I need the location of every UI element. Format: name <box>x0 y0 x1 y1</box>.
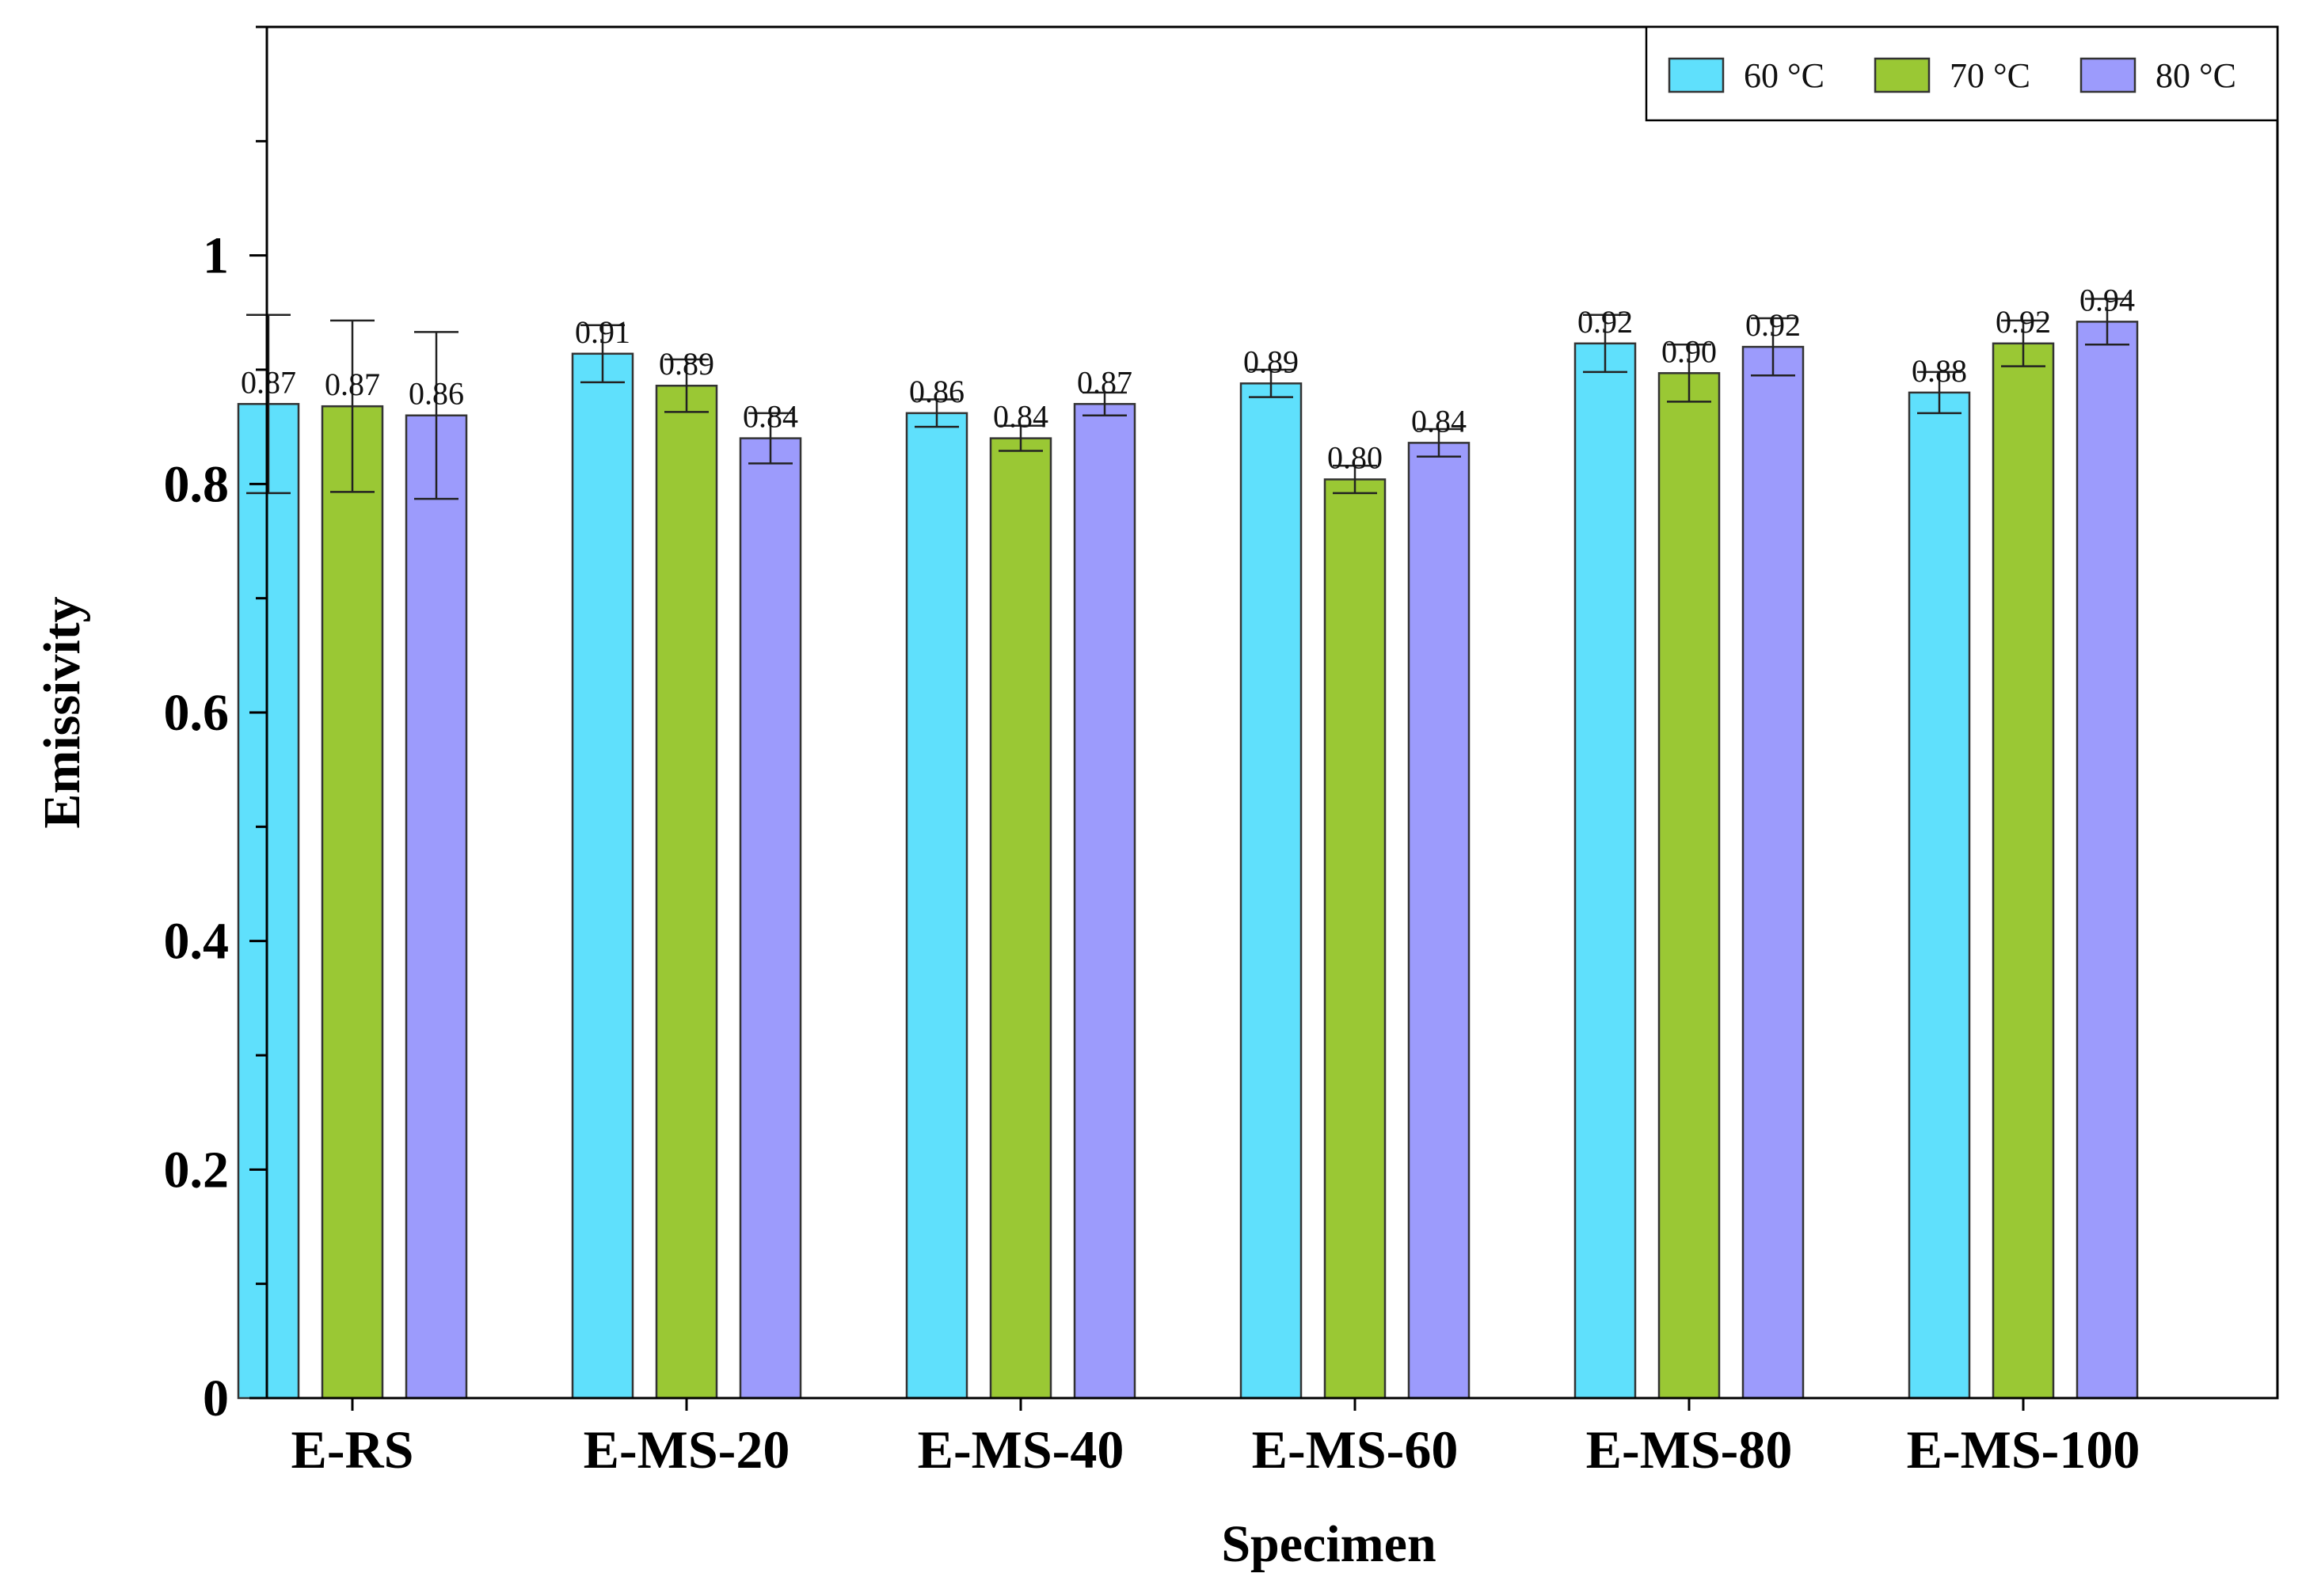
x-axis-title: Specimen <box>1221 1515 1436 1573</box>
legend-swatch <box>1668 57 1725 93</box>
error-bar-e-ms-80-series-1 <box>1583 314 1627 374</box>
data-label-e-rs-series-1: 0.87 <box>241 364 296 400</box>
bar-e-ms-60-series-2 <box>1323 478 1387 1400</box>
legend-swatch <box>2079 57 2136 93</box>
legend: 60 °C 70 °C 80 °C <box>1645 25 2279 122</box>
legend-label: 70 °C <box>1950 56 2030 95</box>
legend-entry-series-1: 60 °C <box>1668 56 1824 95</box>
bar-e-ms-20-series-2 <box>655 384 718 1400</box>
error-bar-e-ms-60-series-1 <box>1249 368 1293 398</box>
bars-layer <box>237 321 2139 1400</box>
y-axis-title: Emissivity <box>33 596 91 828</box>
data-label-e-ms-80-series-1: 0.92 <box>1577 304 1633 340</box>
data-label-e-ms-20-series-3: 0.84 <box>743 399 798 435</box>
data-label-e-ms-100-series-1: 0.88 <box>1912 353 1967 389</box>
legend-entry-series-2: 70 °C <box>1874 56 2030 95</box>
y-tick-label: 0 <box>203 1370 229 1427</box>
bar-e-ms-40-series-3 <box>1073 403 1136 1400</box>
bar-e-ms-100-series-2 <box>1992 342 2055 1400</box>
x-tick-label-e-rs: E-RS <box>291 1419 414 1480</box>
error-bar-e-ms-20-series-3 <box>748 412 793 465</box>
bar-e-ms-80-series-3 <box>1741 345 1805 1400</box>
bar-e-rs-series-3 <box>405 414 468 1400</box>
data-label-e-ms-60-series-1: 0.89 <box>1243 344 1299 379</box>
error-bar-e-ms-80-series-2 <box>1667 343 1711 403</box>
legend-box <box>1645 25 2279 122</box>
error-bars-layer <box>246 298 2129 500</box>
data-labels-layer: 0.87 0.87 0.86 0.91 0.89 0.84 0.86 0.84 0.87 0.89… <box>241 282 2135 475</box>
error-bar-e-ms-40-series-3 <box>1083 391 1127 416</box>
bar-e-ms-100-series-1 <box>1908 391 1971 1400</box>
bar-e-ms-80-series-2 <box>1657 372 1721 1400</box>
data-label-e-ms-40-series-2: 0.84 <box>993 399 1048 435</box>
data-label-e-ms-60-series-2: 0.80 <box>1327 440 1383 476</box>
y-tick-label: 0.4 <box>164 913 230 971</box>
x-tick-label-e-ms-100: E-MS-100 <box>1907 1419 2140 1480</box>
error-bar-e-ms-100-series-2 <box>2001 319 2045 367</box>
error-bar-e-ms-100-series-1 <box>1917 370 1961 415</box>
data-label-e-ms-100-series-3: 0.94 <box>2079 282 2135 317</box>
error-bar-e-ms-40-series-1 <box>915 398 959 428</box>
legend-label: 80 °C <box>2156 56 2236 95</box>
x-axis: E-RS E-MS-20 E-MS-40 E-MS-60 E-MS-80 E-MS-100 <box>291 1398 2140 1480</box>
bar-e-ms-60-series-1 <box>1239 382 1303 1400</box>
error-bar-e-ms-60-series-3 <box>1417 428 1461 458</box>
error-bar-e-ms-40-series-2 <box>999 424 1043 452</box>
bar-e-ms-20-series-3 <box>739 437 802 1400</box>
y-tick-label: 1 <box>203 227 229 285</box>
error-bar-e-ms-20-series-1 <box>580 324 625 384</box>
data-label-e-ms-40-series-3: 0.87 <box>1077 364 1132 400</box>
legend-entry-series-3: 80 °C <box>2079 56 2236 95</box>
data-label-e-ms-20-series-2: 0.89 <box>659 346 714 382</box>
y-tick-label: 0.8 <box>164 455 230 513</box>
x-tick-label-e-ms-20: E-MS-20 <box>584 1419 790 1480</box>
data-label-e-rs-series-3: 0.86 <box>409 376 464 412</box>
data-label-e-rs-series-2: 0.87 <box>325 367 380 402</box>
data-label-e-ms-60-series-3: 0.84 <box>1411 403 1467 439</box>
legend-label: 60 °C <box>1744 56 1824 95</box>
legend-swatch <box>1874 57 1931 93</box>
data-label-e-ms-80-series-2: 0.90 <box>1661 333 1717 369</box>
data-label-e-ms-80-series-3: 0.92 <box>1745 307 1801 343</box>
data-label-e-ms-40-series-1: 0.86 <box>909 374 965 409</box>
error-bar-e-ms-80-series-3 <box>1751 317 1795 377</box>
bar-e-rs-series-1 <box>237 403 300 1400</box>
error-bar-e-ms-60-series-2 <box>1333 464 1377 495</box>
error-bar-e-rs-series-3 <box>414 331 458 500</box>
bar-e-ms-20-series-1 <box>571 352 634 1400</box>
x-tick-label-e-ms-80: E-MS-80 <box>1586 1419 1793 1480</box>
bar-e-ms-100-series-3 <box>2076 321 2139 1400</box>
bar-e-ms-80-series-1 <box>1573 342 1637 1400</box>
bar-e-ms-60-series-3 <box>1407 442 1471 1400</box>
data-label-e-ms-100-series-2: 0.92 <box>1996 304 2051 340</box>
y-axis: 0 0.2 0.4 0.6 0.8 1 <box>164 25 267 1427</box>
x-tick-label-e-ms-40: E-MS-40 <box>918 1419 1124 1480</box>
error-bar-e-ms-100-series-3 <box>2085 298 2129 346</box>
bar-e-rs-series-2 <box>321 405 384 1400</box>
error-bar-e-rs-series-1 <box>246 314 291 495</box>
data-label-e-ms-20-series-1: 0.91 <box>575 314 630 350</box>
error-bar-e-ms-20-series-2 <box>664 358 709 413</box>
bar-e-ms-40-series-2 <box>989 437 1052 1400</box>
x-tick-label-e-ms-60: E-MS-60 <box>1252 1419 1459 1480</box>
y-tick-label: 0.2 <box>164 1141 230 1199</box>
y-tick-label: 0.6 <box>164 684 230 742</box>
error-bar-e-rs-series-2 <box>330 319 375 493</box>
bar-e-ms-40-series-1 <box>905 412 968 1400</box>
